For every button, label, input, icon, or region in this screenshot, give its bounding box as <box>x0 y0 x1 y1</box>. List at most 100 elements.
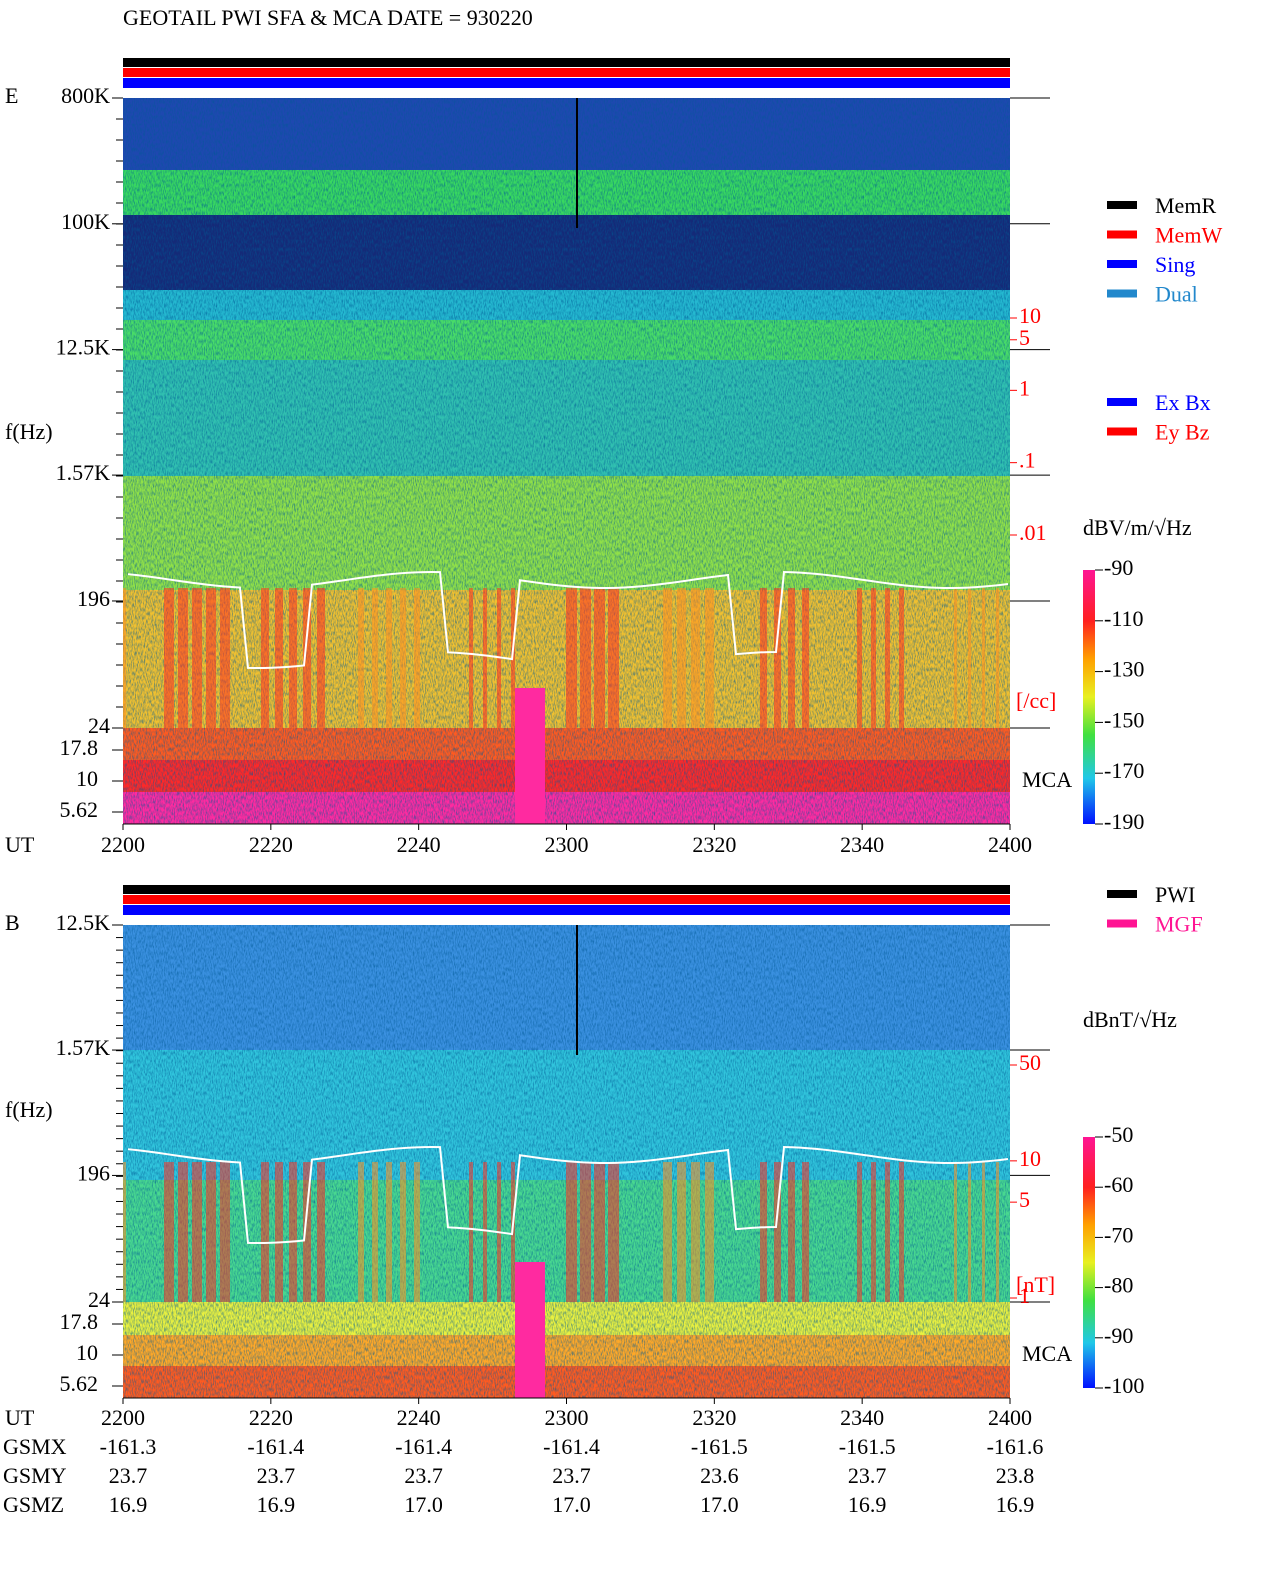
y2-tick-label: .1 <box>1019 448 1036 473</box>
y-tick-label: 12.5K <box>56 335 111 360</box>
y-tick-label: 12.5K <box>56 910 111 935</box>
legend-swatch <box>1107 890 1137 898</box>
legend-swatch <box>1107 427 1137 436</box>
spectrogram-streak <box>275 588 283 728</box>
spectrogram-streak <box>899 1162 904 1302</box>
spectrogram-streak <box>885 1162 890 1302</box>
colorbar-tick-label: -130 <box>1104 657 1144 682</box>
spectrogram-streak <box>261 1162 269 1302</box>
table-cell: 23.7 <box>404 1463 443 1488</box>
table-cell: -161.5 <box>691 1434 748 1459</box>
y2-tick-label: 5 <box>1019 325 1030 350</box>
colorbar-label: dBnT/√Hz <box>1083 1007 1177 1032</box>
x-tick-label: 2300 <box>545 832 589 857</box>
x-axis-label: UT <box>5 832 35 857</box>
spectrogram-streak <box>996 1162 999 1302</box>
status-bar <box>123 58 1010 67</box>
x-tick-label: 2200 <box>101 832 145 857</box>
y2-tick-label: 5 <box>1019 1187 1030 1212</box>
x-tick-label: 2400 <box>988 1405 1032 1430</box>
spectrogram-streak <box>192 588 202 728</box>
spectrogram-streak <box>206 588 216 728</box>
spectrogram-streak <box>677 1162 686 1302</box>
spectrogram-streak <box>386 588 392 728</box>
table-cell: -161.4 <box>395 1434 452 1459</box>
spectrogram-streak <box>802 1162 809 1302</box>
spectrogram-burst <box>515 1262 545 1398</box>
spectrogram-streak <box>788 1162 795 1302</box>
spectrogram-streak <box>317 588 325 728</box>
legend-label: PWI <box>1155 882 1195 907</box>
spectrogram-streak <box>982 1162 985 1302</box>
x-tick-label: 2240 <box>397 1405 441 1430</box>
legend-label: MGF <box>1155 912 1203 937</box>
legend-label: Ey Bz <box>1155 420 1210 445</box>
spectrogram-streak <box>220 588 230 728</box>
x-tick-label: 2400 <box>988 832 1032 857</box>
x-tick-label: 2240 <box>397 832 441 857</box>
legend-swatch <box>1107 230 1137 239</box>
spectrogram-streak <box>954 1162 957 1302</box>
table-cell: 23.7 <box>257 1463 296 1488</box>
spectrogram-streak <box>788 588 795 728</box>
y2-axis-label: [nT] <box>1016 1272 1055 1297</box>
spectrogram-streak <box>483 1162 487 1302</box>
table-row-label: GSMX <box>3 1434 67 1459</box>
spectrogram-burst <box>515 688 545 824</box>
table-cell: 16.9 <box>109 1492 148 1517</box>
mca-tick-label: 17.8 <box>60 1309 99 1334</box>
y2-tick-label: 50 <box>1019 1050 1041 1075</box>
table-cell: -161.5 <box>839 1434 896 1459</box>
x-tick-label: 2220 <box>249 1405 293 1430</box>
colorbar-tick-label: -190 <box>1104 809 1144 834</box>
spectrogram-streak <box>774 1162 781 1302</box>
table-cell: 16.9 <box>848 1492 887 1517</box>
spectrogram-streak <box>469 1162 473 1302</box>
chart-title: GEOTAIL PWI SFA & MCA DATE = 930220 <box>123 5 533 30</box>
spectrogram-streak <box>123 588 126 728</box>
spectrogram-streak <box>871 588 876 728</box>
spectrogram-streak <box>968 1162 971 1302</box>
mca-tick-label: 10 <box>76 1340 98 1365</box>
colorbar-tick-label: -110 <box>1104 606 1144 631</box>
colorbar-tick-label: -90 <box>1104 1323 1133 1348</box>
x-tick-label: 2340 <box>840 832 884 857</box>
spectrogram-streak <box>289 588 297 728</box>
colorbar <box>1083 570 1095 824</box>
colorbar-tick-label: -60 <box>1104 1172 1133 1197</box>
spectrogram-streak <box>594 588 605 728</box>
spectrogram-streak <box>857 588 862 728</box>
spectrogram-streak <box>206 1162 216 1302</box>
spectrogram-streak <box>802 588 809 728</box>
y-tick-label: 24 <box>88 1287 110 1312</box>
spectrogram-streak <box>358 1162 364 1302</box>
spectrogram-streak <box>857 1162 862 1302</box>
y2-tick-label: .01 <box>1019 520 1047 545</box>
legend-label: MemR <box>1155 193 1216 218</box>
y2-tick-label: 10 <box>1019 1146 1041 1171</box>
spectrogram-streak <box>663 1162 672 1302</box>
mca-tick-label: 5.62 <box>60 797 99 822</box>
spectrogram-streak <box>372 1162 378 1302</box>
spectrogram-streak <box>899 588 904 728</box>
spectrogram-streak <box>164 588 174 728</box>
table-cell: 23.7 <box>848 1463 887 1488</box>
spectrogram-streak <box>275 1162 283 1302</box>
status-bar <box>123 885 1010 894</box>
spectrogram-streak <box>968 588 971 728</box>
table-cell: 23.7 <box>552 1463 591 1488</box>
table-cell: 16.9 <box>257 1492 296 1517</box>
legend-swatch <box>1107 398 1137 406</box>
spectrogram-streak <box>677 588 686 728</box>
colorbar <box>1083 1137 1095 1388</box>
colorbar-tick-label: -90 <box>1104 555 1133 580</box>
y-tick-label: 24 <box>88 713 110 738</box>
table-row-label: GSMZ <box>3 1492 64 1517</box>
y2-tick-label: 1 <box>1019 1283 1030 1308</box>
legend-label: Sing <box>1155 252 1195 277</box>
table-cell: 16.9 <box>996 1492 1035 1517</box>
y-tick-label: 196 <box>77 1160 110 1185</box>
table-cell: -161.4 <box>543 1434 600 1459</box>
spectrogram-streak <box>566 588 577 728</box>
status-bar <box>123 905 1010 915</box>
